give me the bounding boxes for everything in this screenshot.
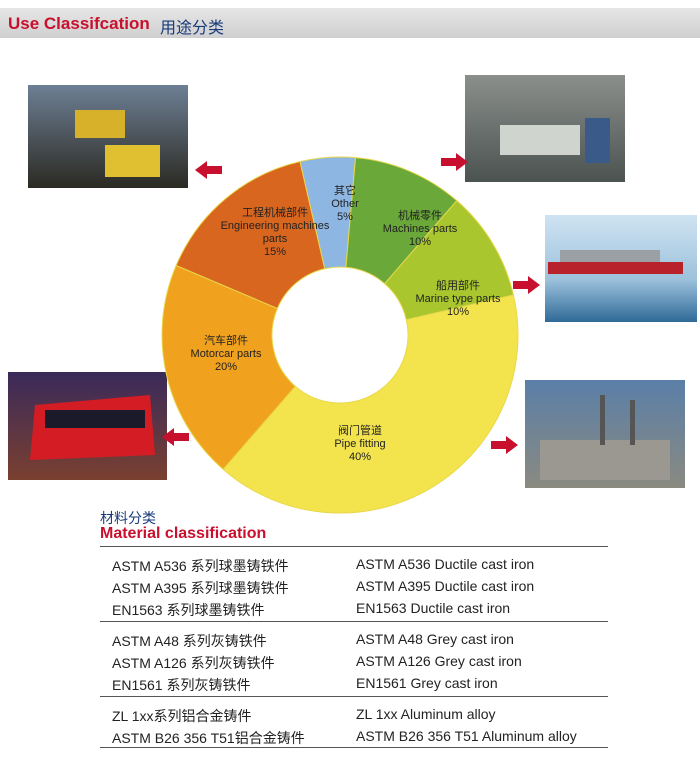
slice-value-label: 20% xyxy=(214,361,238,373)
slice-value-label: 40% xyxy=(348,451,372,463)
material-en: ASTM A536 Ductile cast iron xyxy=(356,556,535,572)
slice-label-en: Engineering machines parts xyxy=(220,220,330,245)
slice-label-cn: 机械零件 xyxy=(398,210,442,222)
material-cn: EN1563 系列球墨铸铁件 xyxy=(112,602,265,618)
slice-label: 工程机械部件 Engineering machines parts 15% xyxy=(220,207,330,259)
material-cn: ZL 1xx系列铝合金铸件 xyxy=(112,708,252,724)
material-en: ZL 1xx Aluminum alloy xyxy=(356,706,496,722)
slice-label-en: Pipe fitting xyxy=(334,438,386,450)
material-en: ASTM A126 Grey cast iron xyxy=(356,653,522,669)
slice-label: 船用部件 Marine type parts 10% xyxy=(403,280,513,319)
header-title-cn: 用途分类 xyxy=(160,20,225,37)
material-cn: ASTM A126 系列灰铸铁件 xyxy=(112,655,275,671)
slice-value-label: 5% xyxy=(337,211,353,223)
slice-label-cn: 阀门管道 xyxy=(338,425,382,437)
material-cn: ASTM A48 系列灰铸铁件 xyxy=(112,633,267,649)
slice-label-cn: 船用部件 xyxy=(436,280,480,292)
material-en: EN1563 Ductile cast iron xyxy=(356,600,511,616)
slice-label-cn: 工程机械部件 xyxy=(242,207,308,219)
photo-ship xyxy=(545,215,697,322)
material-cn: ASTM B26 356 T51铝合金铸件 xyxy=(112,730,305,746)
donut-slice xyxy=(161,264,297,471)
slice-label-en: Other xyxy=(331,198,359,210)
donut-slice xyxy=(175,160,326,310)
slice-value-label: 10% xyxy=(408,236,432,248)
material-cn: EN1561 系列灰铸铁件 xyxy=(112,677,251,693)
slice-label-en: Motorcar parts xyxy=(190,348,262,360)
photo-construction xyxy=(28,85,188,188)
material-en: ASTM B26 356 T51 Aluminum alloy xyxy=(356,728,577,744)
slice-label-en: Marine type parts xyxy=(415,293,501,305)
rule xyxy=(100,747,608,748)
photo-refinery xyxy=(525,380,685,488)
slice-value-label: 15% xyxy=(263,246,287,258)
materials-title-cn: 材料分类 xyxy=(100,510,156,526)
material-cn: ASTM A395 系列球墨铸铁件 xyxy=(112,580,289,596)
slice-label: 其它 Other 5% xyxy=(290,185,400,224)
rule xyxy=(100,621,608,622)
material-en: EN1561 Grey cast iron xyxy=(356,675,498,691)
slice-label-en: Machines parts xyxy=(382,223,458,235)
header-bar: Use Classifcation 用途分类 xyxy=(0,8,700,38)
materials-title: Material classification xyxy=(100,525,267,542)
material-cn: ASTM A536 系列球墨铸铁件 xyxy=(112,558,289,574)
slice-label-cn: 其它 xyxy=(334,185,356,197)
slice-label: 机械零件 Machines parts 10% xyxy=(365,210,475,249)
slice-value-label: 10% xyxy=(446,306,470,318)
header-title: Use Classifcation xyxy=(8,14,150,33)
material-en: ASTM A48 Grey cast iron xyxy=(356,631,514,647)
rule xyxy=(100,546,608,547)
slice-label-cn: 汽车部件 xyxy=(204,335,248,347)
slice-label: 阀门管道 Pipe fitting 40% xyxy=(305,425,415,464)
donut xyxy=(161,156,519,514)
arrows xyxy=(162,153,540,454)
donut-slice xyxy=(222,294,519,514)
photo-bus xyxy=(8,372,167,480)
material-en: ASTM A395 Ductile cast iron xyxy=(356,578,535,594)
photo-factory xyxy=(465,75,625,182)
slice-label: 汽车部件 Motorcar parts 20% xyxy=(171,335,281,374)
rule xyxy=(100,696,608,697)
